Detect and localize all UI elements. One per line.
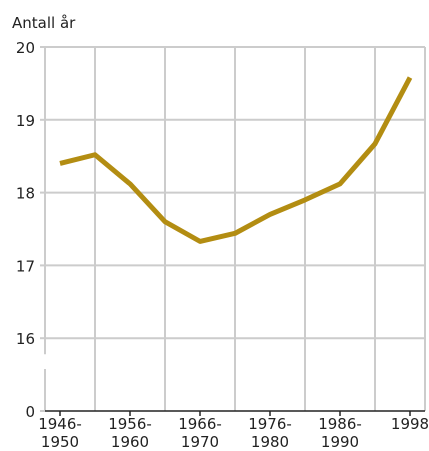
- x-tick-label: 1956-1960: [108, 415, 152, 451]
- x-tick-label: 1966-1970: [178, 415, 222, 451]
- x-tick-label: 1998: [391, 415, 429, 433]
- y-tick-label: 18: [16, 185, 35, 203]
- line: [59, 76, 413, 244]
- y-tick-label: 16: [16, 330, 35, 348]
- x-tick-label: 1946-1950: [38, 415, 82, 451]
- y-axis-label: Antall år: [12, 14, 76, 32]
- y-tick-label: 20: [16, 39, 35, 57]
- y-tick-label: 0: [25, 403, 35, 421]
- y-tick-label: 19: [16, 112, 35, 130]
- y-tick-label: 17: [16, 257, 35, 275]
- x-tick-label: 1986-1990: [318, 415, 362, 451]
- x-tick-label: 1976-1980: [248, 415, 292, 451]
